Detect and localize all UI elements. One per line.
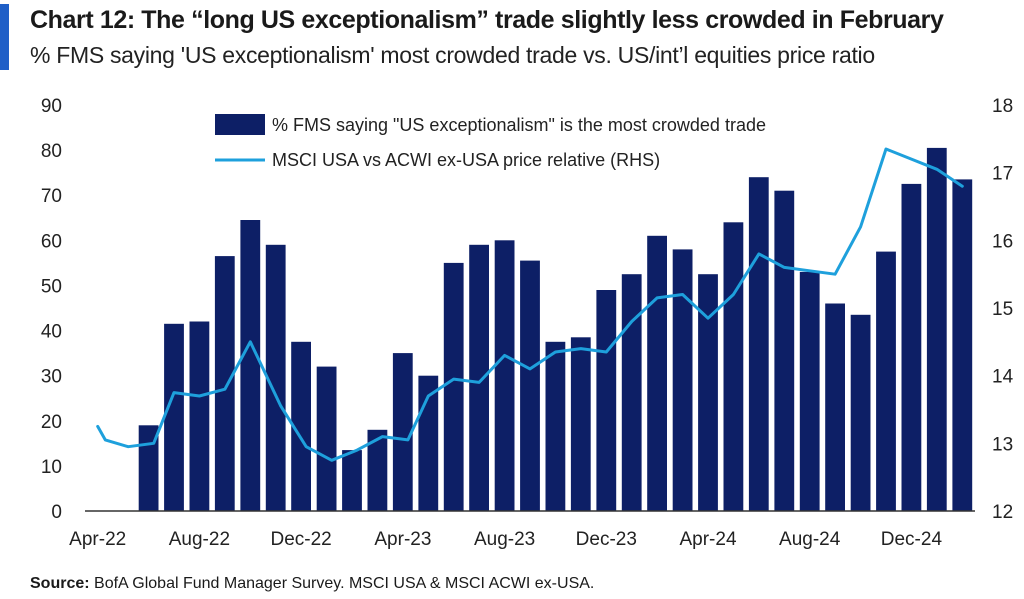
bar-jul-23: [469, 244, 489, 512]
bar-apr-23: [392, 353, 413, 511]
y-left-tick-30: 30: [41, 367, 62, 388]
bar-nov-22: [265, 244, 286, 512]
bar-oct-23: [545, 341, 566, 511]
x-tick-aug-23: Aug-23: [474, 529, 535, 550]
legend-swatch-bars: [215, 114, 265, 135]
y-left-tick-10: 10: [41, 457, 62, 478]
y-right-tick-17: 17: [992, 164, 1013, 185]
bar-jul-24: [774, 190, 795, 511]
bar-jan-24: [621, 274, 642, 511]
bar-feb-23: [342, 450, 362, 511]
bar-sep-23: [520, 260, 540, 511]
y-left-tick-20: 20: [41, 412, 62, 433]
y-right-tick-18: 18: [992, 96, 1013, 117]
x-tick-aug-22: Aug-22: [169, 529, 230, 550]
x-tick-dec-22: Dec-22: [270, 529, 331, 550]
line-series-price-relative: [96, 147, 964, 462]
x-tick-apr-23: Apr-23: [374, 529, 431, 550]
bars-group: [138, 147, 973, 512]
x-tick-apr-24: Apr-24: [679, 529, 736, 550]
y-right-tick-16: 16: [992, 231, 1013, 252]
bar-oct-24: [850, 314, 871, 511]
bar-jan-23: [316, 366, 337, 511]
legend-label-bars: % FMS saying "US exceptionalism" is the …: [272, 115, 766, 135]
bar-sep-24: [825, 303, 845, 511]
bar-aug-24: [799, 271, 820, 511]
bar-dec-22: [291, 341, 311, 511]
axis-ticks-group: 0 10 20 30 40 50 60 70 80 90 12 13 14 15 16 17 18 Apr-22 A…: [41, 96, 1014, 550]
bar-jun-23: [443, 262, 464, 511]
x-tick-aug-24: Aug-24: [779, 529, 841, 550]
bar-nov-24: [876, 251, 896, 511]
bar-dec-24: [901, 183, 922, 511]
bar-jun-22: [138, 425, 159, 511]
bar-oct-22: [240, 220, 261, 511]
bar-feb-24: [647, 235, 667, 512]
x-tick-dec-23: Dec-23: [576, 529, 637, 550]
y-left-tick-0: 0: [51, 502, 62, 523]
bar-apr-24: [698, 274, 718, 511]
y-left-tick-60: 60: [41, 231, 62, 252]
chart-subtitle: % FMS saying 'US exceptionalism' most cr…: [30, 42, 875, 68]
source-text: BofA Global Fund Manager Survey. MSCI US…: [89, 575, 595, 592]
y-right-tick-14: 14: [992, 367, 1014, 388]
bar-mar-23: [367, 429, 388, 511]
bar-feb-25: [952, 179, 973, 511]
y-right-tick-12: 12: [992, 502, 1013, 523]
y-left-tick-50: 50: [41, 276, 62, 297]
bar-jul-22: [164, 323, 184, 511]
bar-jun-24: [748, 177, 769, 511]
y-left-tick-70: 70: [41, 186, 62, 207]
chart: 0 10 20 30 40 50 60 70 80 90 12 13 14 15 16 17 18 Apr-22 A…: [41, 96, 1014, 550]
y-left-tick-80: 80: [41, 141, 62, 162]
title-accent-bar: [0, 4, 9, 70]
bar-dec-23: [596, 290, 617, 511]
bar-jan-25: [926, 147, 947, 511]
x-tick-dec-24: Dec-24: [881, 529, 943, 550]
y-right-tick-13: 13: [992, 434, 1013, 455]
bar-nov-23: [570, 337, 591, 511]
legend-label-line: MSCI USA vs ACWI ex-USA price relative (…: [272, 150, 660, 170]
bar-sep-22: [214, 256, 235, 511]
x-tick-apr-22: Apr-22: [69, 529, 126, 550]
bar-may-24: [723, 222, 744, 512]
y-right-tick-15: 15: [992, 299, 1013, 320]
y-left-tick-40: 40: [41, 322, 62, 343]
source-note: Source: BofA Global Fund Manager Survey.…: [30, 575, 594, 593]
bar-mar-24: [672, 249, 693, 511]
source-label: Source:: [30, 575, 90, 592]
chart-title: Chart 12: The “long US exceptionalism” t…: [30, 6, 944, 34]
y-left-tick-90: 90: [41, 96, 62, 117]
bar-aug-23: [494, 240, 515, 512]
bar-aug-22: [189, 321, 210, 511]
legend: % FMS saying "US exceptionalism" is the …: [215, 114, 766, 170]
